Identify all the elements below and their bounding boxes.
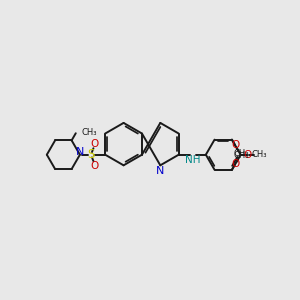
Text: CH₃: CH₃ bbox=[82, 128, 97, 136]
Text: O: O bbox=[91, 161, 99, 171]
Text: CH₃: CH₃ bbox=[233, 151, 249, 160]
Text: O: O bbox=[91, 139, 99, 148]
Text: O: O bbox=[243, 150, 251, 160]
Text: N: N bbox=[76, 147, 84, 158]
Text: CH₃: CH₃ bbox=[233, 149, 249, 158]
Text: N: N bbox=[156, 166, 164, 176]
Text: O: O bbox=[231, 140, 239, 150]
Text: S: S bbox=[87, 148, 95, 161]
Text: NH: NH bbox=[185, 155, 201, 165]
Text: O: O bbox=[231, 159, 239, 169]
Text: CH₃: CH₃ bbox=[251, 150, 267, 159]
